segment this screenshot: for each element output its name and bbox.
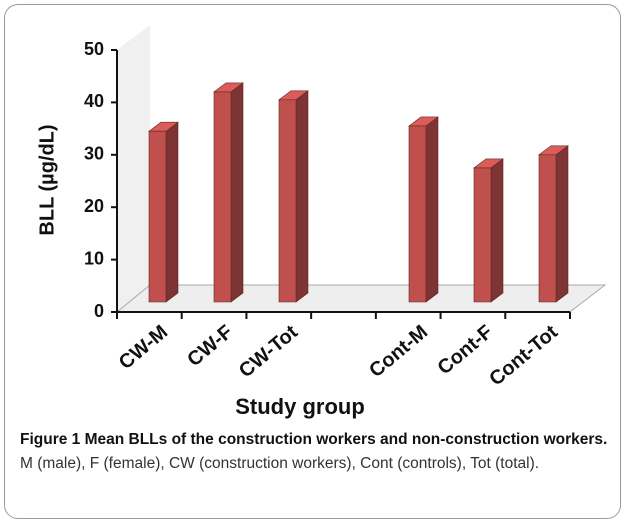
bar-face <box>213 91 232 303</box>
bar-face <box>408 125 427 303</box>
y-tick-label: 10 <box>84 248 104 268</box>
x-tick-label: Cont-Tot <box>485 321 562 391</box>
x-tick-label: Cont-M <box>365 321 432 382</box>
caption-label: Figure 1 Mean BLLs of the construction w… <box>20 431 608 448</box>
bar <box>278 90 309 303</box>
y-axis-title: BLL (µg/dL) <box>36 124 58 235</box>
x-tick-label: CW-Tot <box>235 321 302 383</box>
bar-face <box>278 99 297 303</box>
y-tick-label: 0 <box>94 301 104 321</box>
bar <box>148 121 179 303</box>
back-wall <box>117 25 150 312</box>
bar-face <box>425 116 439 303</box>
bar-face <box>165 121 179 303</box>
y-tick-label: 50 <box>84 39 104 59</box>
x-tick-label: CW-F <box>183 321 237 371</box>
y-tick-label: 20 <box>84 196 104 216</box>
bar-face <box>148 130 167 303</box>
bar <box>408 116 439 303</box>
x-axis-title: Study group <box>235 394 365 419</box>
bar <box>538 145 569 303</box>
y-tick-label: 40 <box>84 91 104 111</box>
bar-face <box>555 145 569 303</box>
bar <box>213 82 244 303</box>
frame <box>4 4 621 519</box>
y-tick-label: 30 <box>84 144 104 164</box>
bar-face <box>538 154 557 303</box>
caption: Figure 1 Mean BLLs of the construction w… <box>20 428 610 476</box>
caption-text: M (male), F (female), CW (construction w… <box>20 455 540 472</box>
bar <box>473 158 504 303</box>
bar-face <box>295 90 309 303</box>
bar-face <box>230 82 244 303</box>
x-tick-label: CW-M <box>115 321 172 374</box>
bar-face <box>473 167 492 303</box>
bar-face <box>490 158 504 303</box>
floor <box>115 284 607 313</box>
